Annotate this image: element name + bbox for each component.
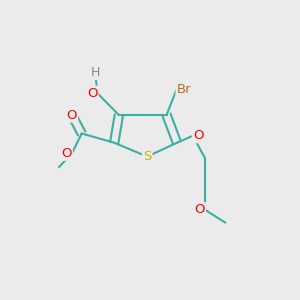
Text: O: O [87, 87, 98, 100]
Text: H: H [91, 66, 100, 79]
Text: O: O [194, 203, 205, 216]
Text: O: O [67, 109, 77, 122]
Text: S: S [143, 150, 152, 163]
Text: Br: Br [176, 83, 191, 96]
Text: O: O [193, 129, 203, 142]
Text: O: O [61, 147, 72, 160]
